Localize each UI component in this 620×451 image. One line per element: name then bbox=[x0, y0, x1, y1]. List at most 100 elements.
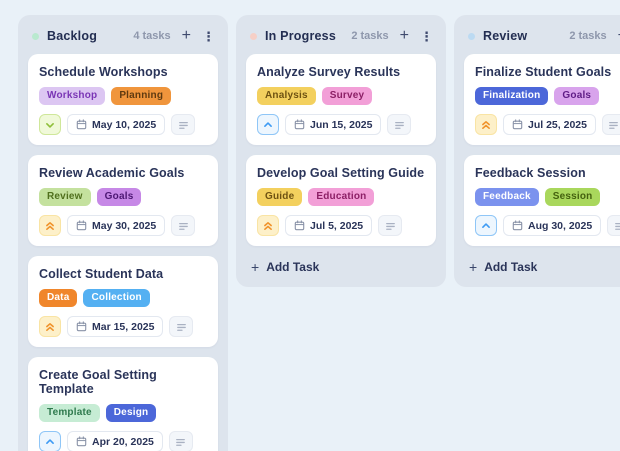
task-tag: Review bbox=[39, 188, 91, 206]
task-tag: Finalization bbox=[475, 87, 549, 105]
due-date-chip: Jun 15, 2025 bbox=[285, 114, 382, 135]
column-add-plus-icon[interactable]: + bbox=[399, 27, 409, 44]
due-date-chip: Mar 15, 2025 bbox=[67, 316, 164, 337]
description-icon bbox=[169, 316, 194, 337]
card-list: Analyze Survey Results Analysis Survey J… bbox=[246, 54, 436, 246]
calendar-icon bbox=[76, 220, 87, 231]
task-tag: Workshop bbox=[39, 87, 106, 105]
task-card[interactable]: Finalize Student Goals Finalization Goal… bbox=[464, 54, 620, 145]
column-status-dot-icon bbox=[250, 32, 257, 40]
priority-high-icon bbox=[39, 215, 61, 236]
task-card[interactable]: Collect Student Data Data Collection Mar… bbox=[28, 256, 218, 347]
kanban-column: Review 2 tasks + ⋮ Finalize Student Goal… bbox=[454, 15, 620, 287]
tag-list: Analysis Survey bbox=[257, 87, 425, 105]
task-tag: Template bbox=[39, 404, 100, 422]
due-date-chip: May 30, 2025 bbox=[67, 215, 166, 236]
calendar-icon bbox=[76, 119, 87, 130]
task-card[interactable]: Feedback Session Feedback Session Aug 30… bbox=[464, 155, 620, 246]
task-tag: Goals bbox=[96, 188, 142, 206]
task-tag: Design bbox=[105, 404, 157, 422]
task-meta: Aug 30, 2025 bbox=[475, 215, 620, 236]
priority-high-icon bbox=[257, 215, 279, 236]
task-title: Analyze Survey Results bbox=[257, 65, 401, 79]
add-task-button[interactable]: + Add Task bbox=[464, 259, 537, 275]
due-date-chip: Jul 5, 2025 bbox=[285, 215, 373, 236]
add-task-label: Add Task bbox=[484, 260, 538, 274]
due-date-chip: Apr 20, 2025 bbox=[67, 431, 163, 451]
due-date: May 30, 2025 bbox=[92, 219, 157, 232]
column-add-plus-icon[interactable]: + bbox=[618, 28, 620, 44]
column-header: Backlog 4 tasks + ⋮ bbox=[28, 26, 218, 54]
due-date: Aug 30, 2025 bbox=[528, 219, 593, 232]
column-task-count: 4 tasks bbox=[133, 30, 171, 42]
tag-list: Data Collection bbox=[39, 289, 207, 307]
task-title: Feedback Session bbox=[475, 166, 586, 180]
task-tag: Analysis bbox=[257, 87, 316, 105]
description-icon bbox=[378, 215, 403, 236]
task-card[interactable]: Review Academic Goals Review Goals May 3… bbox=[28, 155, 218, 246]
column-kebab-menu-icon[interactable]: ⋮ bbox=[420, 28, 433, 44]
task-card[interactable]: Schedule Workshops Workshop Planning May… bbox=[28, 54, 218, 145]
calendar-icon bbox=[294, 119, 305, 130]
calendar-icon bbox=[294, 220, 305, 231]
priority-high-icon bbox=[39, 316, 61, 337]
due-date: May 10, 2025 bbox=[92, 118, 157, 131]
description-icon bbox=[171, 215, 196, 236]
task-tag: Guide bbox=[257, 188, 303, 206]
description-icon bbox=[601, 114, 620, 135]
task-meta: Mar 15, 2025 bbox=[39, 316, 207, 337]
task-title: Finalize Student Goals bbox=[475, 65, 612, 79]
task-card[interactable]: Develop Goal Setting Guide Guide Educati… bbox=[246, 155, 436, 246]
priority-medium-icon bbox=[39, 431, 61, 451]
task-meta: Jul 25, 2025 bbox=[475, 114, 620, 135]
task-title: Develop Goal Setting Guide bbox=[257, 166, 425, 180]
tag-list: Finalization Goals bbox=[475, 87, 620, 105]
description-icon bbox=[387, 114, 412, 135]
due-date: Jun 15, 2025 bbox=[310, 118, 373, 131]
due-date: Jul 5, 2025 bbox=[310, 219, 364, 232]
kanban-board: Backlog 4 tasks + ⋮ Schedule Workshops W… bbox=[18, 15, 620, 451]
task-card[interactable]: Create Goal Setting Template Template De… bbox=[28, 357, 218, 451]
task-tag: Collection bbox=[83, 289, 150, 307]
tag-list: Guide Education bbox=[257, 188, 425, 206]
due-date: Apr 20, 2025 bbox=[92, 435, 154, 448]
column-add-plus-icon[interactable]: + bbox=[181, 27, 191, 44]
card-list: Finalize Student Goals Finalization Goal… bbox=[464, 54, 620, 246]
task-title: Create Goal Setting Template bbox=[39, 368, 157, 396]
due-date-chip: May 10, 2025 bbox=[67, 114, 166, 135]
column-title: In Progress bbox=[265, 29, 336, 43]
calendar-icon bbox=[76, 436, 87, 447]
column-title: Review bbox=[483, 29, 528, 43]
task-tag: Goals bbox=[554, 87, 600, 105]
column-status-dot-icon bbox=[32, 32, 39, 40]
column-task-count: 2 tasks bbox=[351, 30, 389, 42]
description-icon bbox=[607, 215, 620, 236]
task-meta: May 10, 2025 bbox=[39, 114, 207, 135]
column-header: Review 2 tasks + ⋮ bbox=[464, 26, 620, 54]
task-meta: Jul 5, 2025 bbox=[257, 215, 425, 236]
task-tag: Session bbox=[544, 188, 601, 206]
calendar-icon bbox=[512, 220, 523, 231]
task-tag: Survey bbox=[321, 87, 373, 105]
column-kebab-menu-icon[interactable]: ⋮ bbox=[202, 28, 215, 44]
due-date-chip: Jul 25, 2025 bbox=[503, 114, 596, 135]
due-date: Jul 25, 2025 bbox=[528, 118, 587, 131]
priority-medium-icon bbox=[257, 114, 279, 135]
task-card[interactable]: Analyze Survey Results Analysis Survey J… bbox=[246, 54, 436, 145]
column-status-dot-icon bbox=[468, 32, 475, 40]
tag-list: Review Goals bbox=[39, 188, 207, 206]
add-task-button[interactable]: + Add Task bbox=[246, 259, 319, 275]
task-meta: May 30, 2025 bbox=[39, 215, 207, 236]
priority-high-icon bbox=[475, 114, 497, 135]
task-title: Review Academic Goals bbox=[39, 166, 185, 180]
task-title: Schedule Workshops bbox=[39, 65, 168, 79]
task-title: Collect Student Data bbox=[39, 267, 164, 281]
description-icon bbox=[168, 431, 193, 451]
column-title: Backlog bbox=[47, 29, 98, 43]
tag-list: Feedback Session bbox=[475, 188, 620, 206]
priority-low-icon bbox=[39, 114, 61, 135]
column-header: In Progress 2 tasks + ⋮ bbox=[246, 26, 436, 54]
calendar-icon bbox=[76, 321, 87, 332]
tag-list: Workshop Planning bbox=[39, 87, 207, 105]
calendar-icon bbox=[512, 119, 523, 130]
